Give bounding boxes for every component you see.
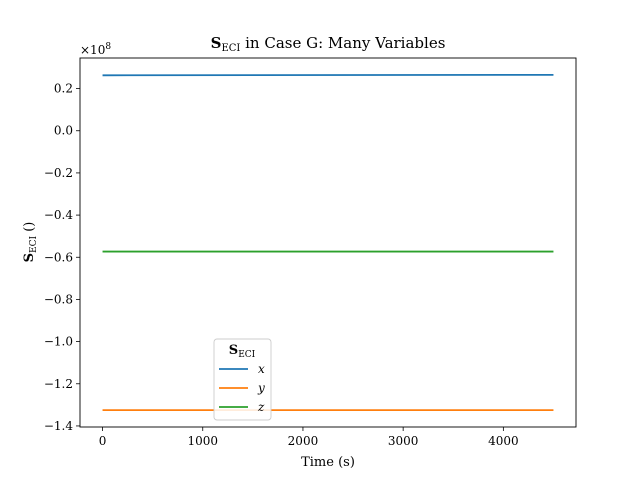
legend: SECI xyz bbox=[214, 339, 271, 420]
x-axis-ticks: 0 1000 2000 3000 4000 bbox=[99, 427, 519, 448]
y-tick-label: −0.2 bbox=[44, 166, 73, 180]
y-tick-label: −1.2 bbox=[44, 377, 73, 391]
y-axis-label: SECI () bbox=[22, 222, 39, 263]
legend-label-x: x bbox=[258, 362, 265, 376]
title-symbol: S bbox=[211, 34, 222, 52]
series-lines bbox=[103, 75, 554, 410]
chart-title: SECI in Case G: Many Variables bbox=[211, 34, 446, 54]
y-label-rest: () bbox=[22, 222, 37, 236]
y-tick-label: −1.4 bbox=[44, 419, 74, 433]
y-tick-label: −0.8 bbox=[44, 292, 73, 306]
legend-title-subscript: ECI bbox=[238, 350, 255, 360]
y-tick-label: −0.4 bbox=[44, 208, 74, 222]
legend-entries: xyz bbox=[219, 362, 265, 414]
y-label-symbol: S bbox=[22, 253, 37, 262]
x-axis-label: Time (s) bbox=[301, 455, 355, 470]
legend-label-y: y bbox=[257, 381, 265, 395]
plot-area-frame bbox=[80, 58, 576, 427]
x-tick-label: 4000 bbox=[488, 434, 519, 448]
y-multiplier-base: ×10 bbox=[80, 43, 105, 57]
title-subscript: ECI bbox=[221, 43, 240, 54]
legend-title-symbol: S bbox=[229, 343, 238, 358]
y-tick-label: −0.6 bbox=[44, 250, 73, 264]
y-tick-label: 0.2 bbox=[54, 82, 73, 96]
y-tick-label: −1.0 bbox=[44, 335, 73, 349]
y-multiplier-exponent: 8 bbox=[105, 42, 111, 52]
title-rest: in Case G: Many Variables bbox=[240, 34, 445, 52]
y-axis-ticks: 0.2 0.0 −0.2 −0.4 −0.6 −0.8 −1.0 −1.2 −1.4 bbox=[44, 82, 80, 433]
x-tick-label: 3000 bbox=[388, 434, 419, 448]
legend-label-z: z bbox=[257, 400, 265, 414]
y-label-subscript: ECI bbox=[29, 235, 39, 252]
x-tick-label: 0 bbox=[99, 434, 107, 448]
x-tick-label: 2000 bbox=[288, 434, 319, 448]
x-tick-label: 1000 bbox=[187, 434, 218, 448]
y-multiplier-label: ×108 bbox=[80, 42, 111, 57]
y-tick-label: 0.0 bbox=[54, 124, 73, 138]
